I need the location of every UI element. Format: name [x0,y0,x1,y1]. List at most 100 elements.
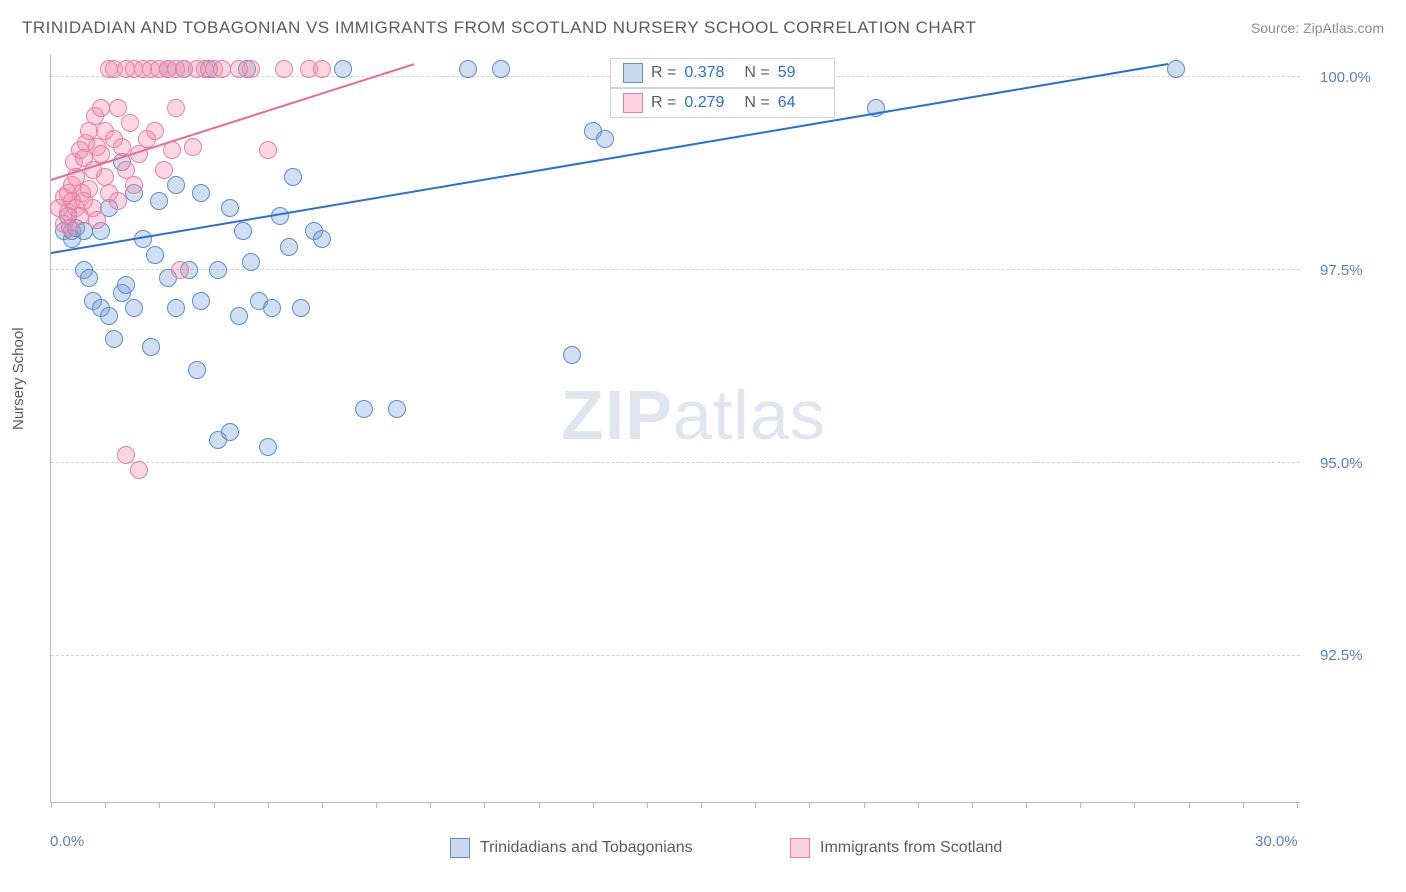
data-point [188,361,206,379]
data-point [259,141,277,159]
swatch-pink-icon [623,93,643,113]
data-point [275,60,293,78]
x-tick [918,802,919,808]
stats-legend-row-pink: R = 0.279 N = 64 [610,88,835,118]
x-tick [809,802,810,808]
data-point [100,307,118,325]
data-point [88,211,106,229]
data-point [242,253,260,271]
data-point [313,60,331,78]
swatch-pink-icon [790,838,810,858]
chart-source: Source: ZipAtlas.com [1251,20,1384,36]
data-point [459,60,477,78]
data-point [192,292,210,310]
data-point [259,438,277,456]
y-tick-label: 95.0% [1320,455,1363,472]
data-point [596,130,614,148]
data-point [313,230,331,248]
x-tick-label: 0.0% [50,833,84,850]
x-tick [593,802,594,808]
x-tick [864,802,865,808]
data-point [221,423,239,441]
data-point [92,99,110,117]
y-axis-title: Nursery School [10,327,27,430]
data-point [492,60,510,78]
x-tick [484,802,485,808]
data-point [280,238,298,256]
y-tick-label: 92.5% [1320,647,1363,664]
data-point [334,60,352,78]
x-tick [647,802,648,808]
gridline-horizontal [51,462,1300,463]
data-point [230,307,248,325]
data-point [125,299,143,317]
x-tick [1243,802,1244,808]
data-point [563,346,581,364]
watermark: ZIPatlas [561,375,826,455]
x-tick [51,802,52,808]
series-legend-blue: Trinidadians and Tobagonians [450,838,693,858]
x-tick [105,802,106,808]
x-tick [1297,802,1298,808]
swatch-blue-icon [450,838,470,858]
y-tick-label: 100.0% [1320,69,1371,86]
x-tick [701,802,702,808]
x-tick [159,802,160,808]
data-point [292,299,310,317]
data-point [221,199,239,217]
data-point [130,461,148,479]
data-point [121,114,139,132]
data-point [192,184,210,202]
x-tick [755,802,756,808]
data-point [150,192,168,210]
x-tick [268,802,269,808]
x-tick-label: 30.0% [1255,833,1298,850]
x-tick [972,802,973,808]
gridline-horizontal [51,269,1300,270]
x-tick [376,802,377,808]
data-point [142,338,160,356]
data-point [155,161,173,179]
data-point [125,176,143,194]
data-point [80,269,98,287]
data-point [263,299,281,317]
data-point [209,261,227,279]
data-point [213,60,231,78]
x-tick [539,802,540,808]
x-tick [1080,802,1081,808]
data-point [80,180,98,198]
data-point [117,446,135,464]
data-point [388,400,406,418]
stats-legend-row-blue: R = 0.378 N = 59 [610,58,835,88]
series-label: Immigrants from Scotland [820,839,1002,857]
series-legend-pink: Immigrants from Scotland [790,838,1002,858]
y-tick-label: 97.5% [1320,262,1363,279]
x-tick [1134,802,1135,808]
data-point [284,168,302,186]
data-point [171,261,189,279]
x-tick [1189,802,1190,808]
data-point [167,176,185,194]
x-tick [1026,802,1027,808]
data-point [109,99,127,117]
data-point [113,138,131,156]
data-point [355,400,373,418]
data-point [105,330,123,348]
chart-title: TRINIDADIAN AND TOBAGONIAN VS IMMIGRANTS… [22,18,976,38]
data-point [184,138,202,156]
data-point [146,246,164,264]
series-label: Trinidadians and Tobagonians [480,839,693,857]
data-point [109,192,127,210]
data-point [167,299,185,317]
data-point [167,99,185,117]
data-point [242,60,260,78]
x-tick [322,802,323,808]
scatter-plot-area: ZIPatlas [50,55,1300,803]
swatch-blue-icon [623,63,643,83]
data-point [1167,60,1185,78]
gridline-horizontal [51,655,1300,656]
x-tick [214,802,215,808]
x-tick [430,802,431,808]
data-point [146,122,164,140]
data-point [234,222,252,240]
